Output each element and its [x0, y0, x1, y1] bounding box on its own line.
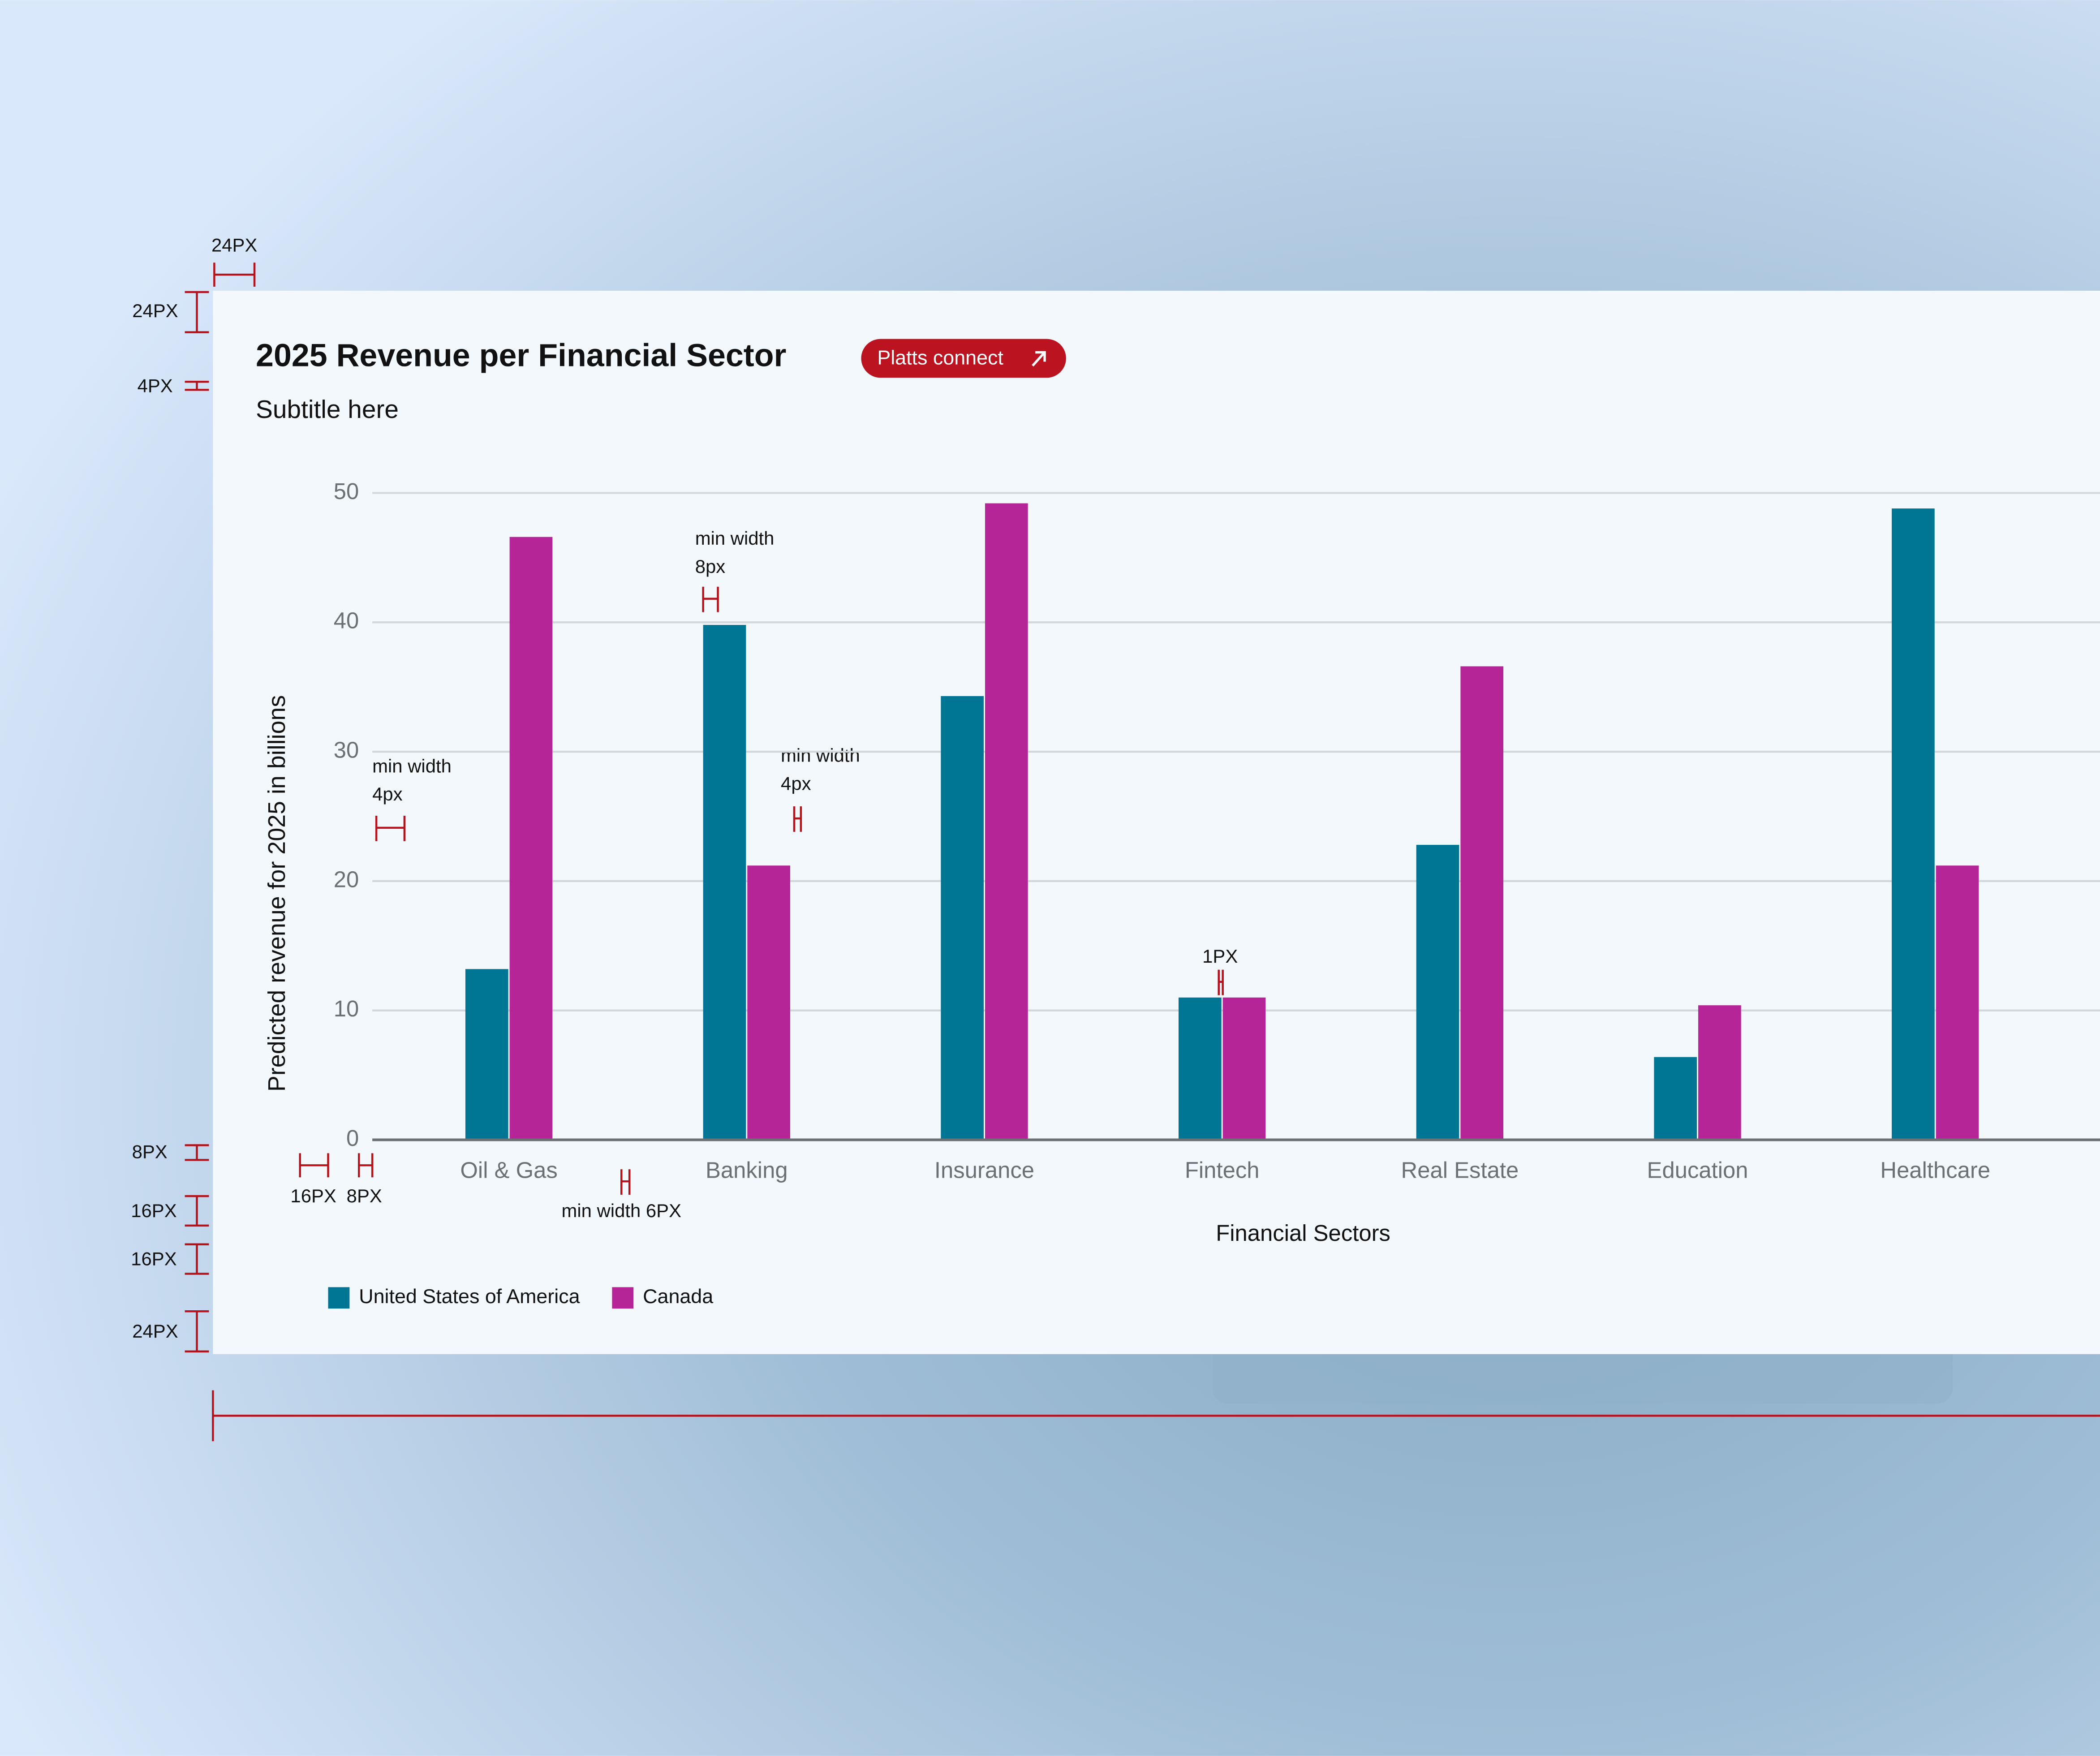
annotation: min width 6PX [562, 1200, 682, 1221]
measure [212, 1390, 2100, 1442]
measure [620, 1169, 631, 1195]
annotation: 8PX [132, 1141, 168, 1162]
x-tick-label: Fintech [1185, 1158, 1260, 1183]
bar [703, 625, 746, 1140]
bar [1936, 865, 1979, 1140]
measure [185, 1243, 209, 1275]
x-tick-label: Real Estate [1401, 1158, 1519, 1183]
x-tick-label: Banking [706, 1158, 788, 1183]
measure [375, 815, 406, 841]
annotation: min width [372, 755, 452, 776]
annotation: 1PX [1202, 946, 1238, 967]
bar [1892, 508, 1935, 1140]
annotation: 24PX [132, 1321, 178, 1342]
bar [1698, 1005, 1741, 1140]
annotation: 24PX [132, 300, 178, 321]
bar [1654, 1057, 1697, 1140]
annotation: 4px [372, 783, 403, 805]
legend-label: United States of America [359, 1285, 580, 1308]
measure [185, 1144, 209, 1161]
annotation: 4PX [138, 375, 173, 396]
platts-button[interactable]: Platts connect [861, 339, 1066, 378]
annotation: 8PX [347, 1185, 382, 1206]
annotations: 24PX 24PX 4PX min width 4px min width 8p… [131, 234, 1238, 1342]
x-tick-label: Oil & Gas [460, 1158, 557, 1183]
legend-swatch [612, 1287, 634, 1309]
measure [185, 381, 209, 391]
bar [509, 537, 553, 1140]
bar [1460, 666, 1504, 1140]
x-tick-label: Education [1647, 1158, 1748, 1183]
legend-swatch [328, 1287, 350, 1309]
annotation: 24PX [211, 234, 257, 255]
measure [793, 806, 802, 832]
measure [185, 1195, 209, 1227]
bar [1222, 997, 1266, 1140]
chart-title: 2025 Revenue per Financial Sector [256, 337, 786, 373]
annotation: 16PX [131, 1200, 176, 1221]
measure [1218, 969, 1224, 995]
button-label[interactable]: Platts connect [877, 346, 1003, 369]
card [213, 290, 2100, 1354]
annotation: 4px [781, 773, 811, 794]
annotation: min width [695, 528, 775, 549]
y-tick-label: 40 [334, 608, 359, 633]
y-tick-label: 50 [334, 478, 359, 504]
shadow [1212, 1339, 1953, 1404]
annotation: 16PX [131, 1248, 176, 1270]
measure [213, 263, 256, 287]
bar [1416, 845, 1459, 1140]
measure [299, 1153, 329, 1178]
external-icon[interactable] [1032, 351, 1046, 367]
bar [985, 503, 1028, 1140]
measure [185, 1310, 209, 1353]
y-tick-label: 20 [334, 866, 359, 892]
y-tick-label: 0 [346, 1125, 359, 1151]
annotation: min width [781, 745, 860, 766]
legend-label: Canada [643, 1285, 713, 1308]
measurements [185, 263, 2100, 1442]
measure [358, 1153, 374, 1178]
y-tick-label: 30 [334, 737, 359, 762]
y-axis-title: Predicted revenue for 2025 in billions [263, 695, 290, 1092]
bar [941, 696, 984, 1140]
button-bg[interactable] [861, 339, 1066, 378]
y-tick-label: 10 [334, 996, 359, 1021]
bar [747, 865, 790, 1140]
measure [185, 291, 209, 333]
bar [1179, 997, 1222, 1140]
measure [702, 586, 719, 612]
x-axis-title: Financial Sectors [1216, 1220, 1390, 1246]
x-tick-label: Healthcare [1880, 1158, 1990, 1183]
x-tick-label: Insurance [934, 1158, 1034, 1183]
chart-subtitle: Subtitle here [256, 396, 399, 424]
annotation: 8px [695, 556, 726, 577]
annotation: 16PX [290, 1185, 336, 1206]
bar [465, 969, 508, 1140]
